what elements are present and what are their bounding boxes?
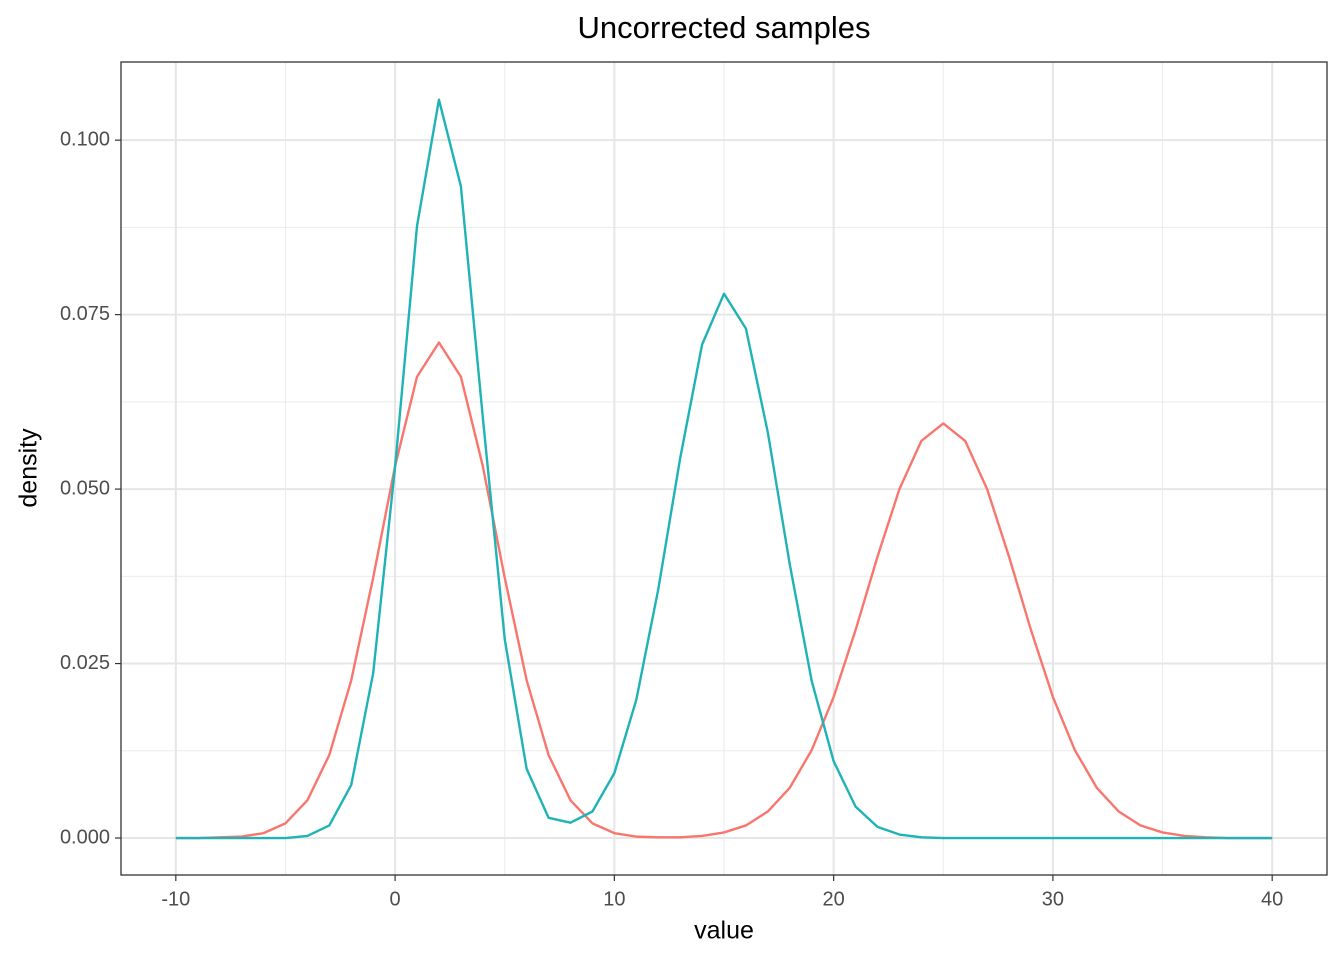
x-tick-label: 10 — [603, 888, 625, 910]
y-tick-label: 0.000 — [60, 826, 110, 848]
x-tick-label: 30 — [1042, 888, 1064, 910]
x-tick-label: 20 — [823, 888, 845, 910]
x-tick-label: 0 — [390, 888, 401, 910]
y-tick-label: 0.050 — [60, 477, 110, 499]
series-line — [175, 98, 1273, 840]
plot-border — [120, 61, 1328, 876]
x-tick-label: -10 — [161, 888, 190, 910]
chart-title: Uncorrected samples — [578, 10, 871, 45]
x-tick-label: 40 — [1261, 888, 1283, 910]
y-tick-label: 0.025 — [60, 652, 110, 674]
y-tick-label: 0.075 — [60, 303, 110, 325]
x-axis-title: value — [694, 917, 754, 945]
y-tick-label: 0.100 — [60, 128, 110, 150]
y-axis-title: density — [15, 428, 43, 508]
series-line — [175, 341, 1273, 840]
